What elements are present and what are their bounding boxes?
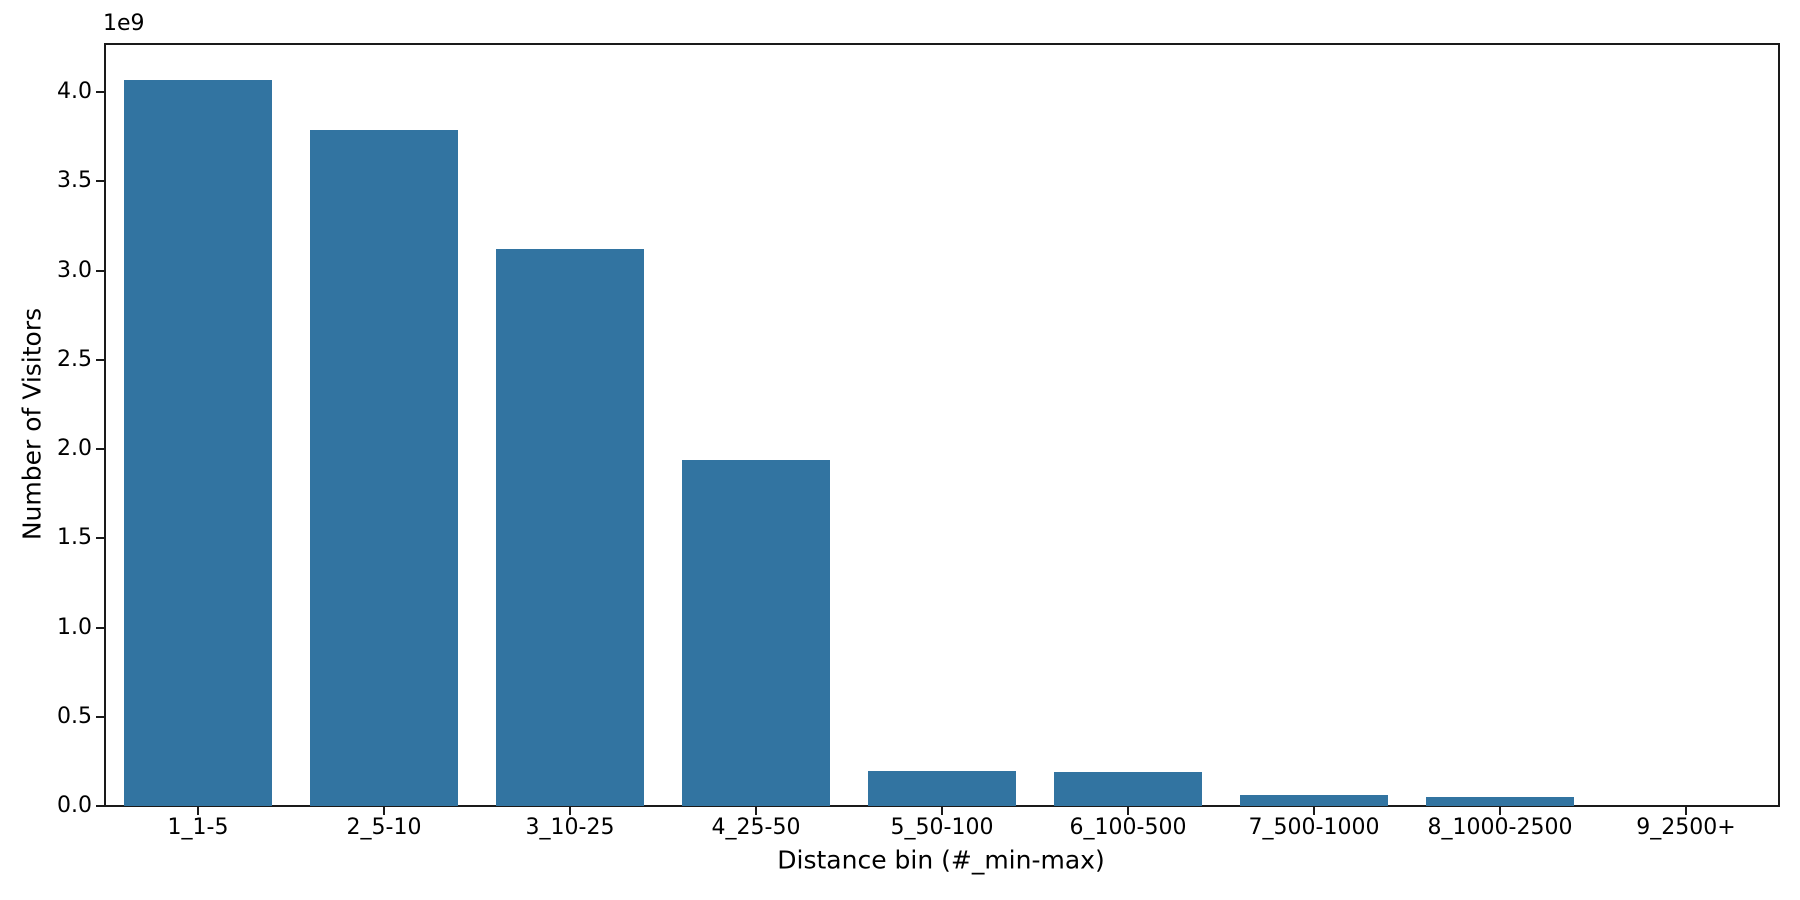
x-axis-label: Distance bin (#_min-max) [777, 845, 1105, 875]
x-tick-label-4_25-50: 4_25-50 [711, 815, 801, 840]
y-tick-mark [96, 627, 104, 629]
bar-6_100-500 [1053, 772, 1203, 806]
y-tick-label-3.0: 3.0 [57, 258, 92, 283]
y-tick-mark [96, 448, 104, 450]
y-tick-label-1.0: 1.0 [57, 615, 92, 640]
y-axis-label: Number of Visitors [17, 307, 47, 541]
y-tick-mark [96, 180, 104, 182]
x-tick-mark [1127, 807, 1129, 815]
y-tick-label-1.5: 1.5 [57, 525, 92, 550]
x-tick-label-1_1-5: 1_1-5 [167, 815, 229, 840]
y-tick-mark [96, 91, 104, 93]
x-tick-mark [755, 807, 757, 815]
axes-spines [104, 43, 1780, 807]
x-tick-mark [1685, 807, 1687, 815]
bars-layer [105, 44, 1779, 806]
x-tick-mark [569, 807, 571, 815]
y-tick-label-2.5: 2.5 [57, 347, 92, 372]
bar-2_5-10 [309, 130, 459, 806]
y-tick-mark [96, 270, 104, 272]
x-tick-mark [197, 807, 199, 815]
y-tick-label-2.0: 2.0 [57, 436, 92, 461]
x-tick-label-7_500-1000: 7_500-1000 [1248, 815, 1380, 840]
bar-8_1000-2500 [1425, 797, 1575, 806]
x-tick-label-9_2500+: 9_2500+ [1636, 815, 1736, 840]
x-tick-label-2_5-10: 2_5-10 [346, 815, 422, 840]
x-tick-mark [1499, 807, 1501, 815]
y-tick-label-4.0: 4.0 [57, 79, 92, 104]
bar-3_10-25 [495, 249, 645, 806]
x-tick-label-3_10-25: 3_10-25 [525, 815, 615, 840]
y-tick-mark [96, 537, 104, 539]
bar-1_1-5 [123, 80, 273, 806]
x-tick-mark [1313, 807, 1315, 815]
y-tick-mark [96, 805, 104, 807]
y-tick-label-0.0: 0.0 [57, 793, 92, 818]
bar-7_500-1000 [1239, 795, 1389, 806]
y-tick-label-0.5: 0.5 [57, 704, 92, 729]
x-tick-label-8_1000-2500: 8_1000-2500 [1427, 815, 1573, 840]
bar-5_50-100 [867, 771, 1017, 806]
y-axis-offset-text: 1e9 [103, 11, 145, 36]
x-tick-label-6_100-500: 6_100-500 [1069, 815, 1187, 840]
x-tick-mark [383, 807, 385, 815]
y-tick-mark [96, 716, 104, 718]
y-tick-mark [96, 359, 104, 361]
y-tick-label-3.5: 3.5 [57, 168, 92, 193]
x-tick-label-5_50-100: 5_50-100 [890, 815, 994, 840]
bar-4_25-50 [681, 460, 831, 806]
x-tick-mark [941, 807, 943, 815]
